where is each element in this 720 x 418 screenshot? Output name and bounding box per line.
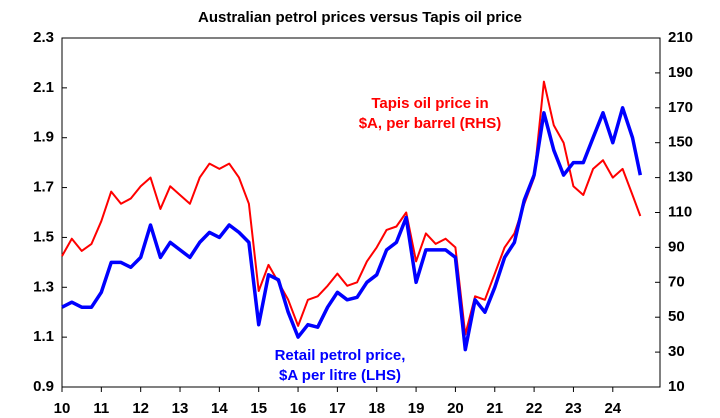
x-tick-label: 19 (408, 400, 425, 417)
series-line (61, 106, 643, 352)
y2-tick-label: 210 (668, 29, 693, 46)
y2-tick-label: 150 (668, 134, 693, 151)
y2-tick-label: 130 (668, 169, 693, 186)
y-tick-label: 1.7 (33, 179, 54, 196)
y-tick-label: 1.1 (33, 328, 54, 345)
y2-tick-label: 10 (668, 378, 685, 395)
y2-tick-label: 110 (668, 203, 692, 220)
x-tick-label: 23 (565, 400, 582, 417)
x-tick-label: 17 (329, 400, 346, 417)
x-tick-label: 18 (368, 400, 385, 417)
x-tick-label: 14 (211, 400, 228, 417)
y2-tick-label: 70 (668, 273, 685, 290)
y-tick-label: 1.9 (33, 129, 54, 146)
y2-tick-label: 190 (668, 64, 693, 81)
x-tick-label: 21 (486, 400, 503, 417)
annotation: $A, per barrel (RHS) (359, 115, 502, 132)
y-tick-label: 1.5 (33, 228, 54, 245)
x-tick-label: 12 (132, 400, 149, 417)
y-tick-label: 1.3 (33, 278, 54, 295)
y2-tick-label: 50 (668, 308, 685, 325)
y-tick-label: 0.9 (33, 378, 54, 395)
y-tick-label: 2.1 (33, 79, 54, 96)
y-tick-label: 2.3 (33, 29, 54, 46)
x-tick-label: 20 (447, 400, 464, 417)
y2-tick-label: 90 (668, 238, 685, 255)
chart-title: Australian petrol prices versus Tapis oi… (198, 9, 522, 26)
y2-tick-label: 170 (668, 99, 693, 116)
x-tick-label: 16 (290, 400, 307, 417)
annotation: Tapis oil price in (371, 95, 488, 112)
series-line (61, 80, 642, 336)
y2-tick-label: 30 (668, 343, 685, 360)
x-tick-label: 15 (250, 400, 267, 417)
plot-frame (61, 37, 661, 388)
x-tick-label: 11 (93, 400, 109, 417)
x-tick-label: 22 (526, 400, 543, 417)
x-tick-label: 10 (54, 400, 71, 417)
x-tick-label: 13 (172, 400, 189, 417)
annotation: Retail petrol price, (275, 347, 406, 364)
annotation: $A per litre (LHS) (279, 367, 401, 384)
x-tick-label: 24 (604, 400, 621, 417)
